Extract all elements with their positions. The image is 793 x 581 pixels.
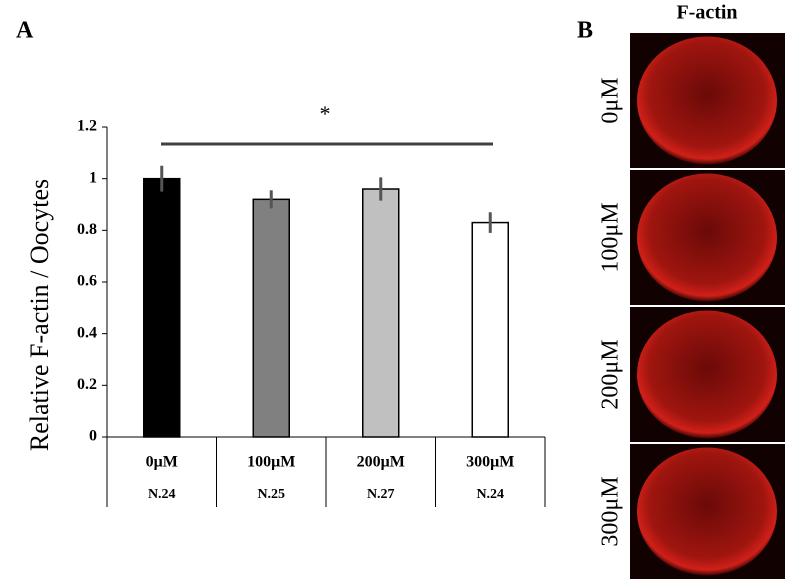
annotation: * [320, 101, 331, 126]
x-tick-label: 100μM [247, 454, 295, 471]
bar [471, 221, 509, 438]
oocyte-image [637, 310, 777, 439]
oocyte-image [637, 447, 777, 576]
y-tick-label: 0.8 [77, 221, 97, 238]
x-tick-label: 300μM [466, 454, 514, 471]
sample-size: N.27 [367, 487, 395, 502]
x-tick-label: 200μM [357, 454, 405, 471]
bar [143, 177, 181, 438]
panel-label: B [577, 18, 593, 44]
oocyte-image [637, 36, 777, 165]
oocyte-image [637, 173, 777, 302]
sample-size: N.24 [148, 487, 176, 502]
panel-label: A [16, 18, 34, 44]
bar [362, 188, 400, 438]
sample-size: N.25 [257, 487, 285, 502]
y-tick-label: 0.6 [77, 273, 97, 290]
y-tick-label: 0 [89, 428, 97, 445]
image-label: 100μM [598, 202, 624, 272]
y-tick-label: 1 [89, 169, 97, 186]
y-tick-label: 0.4 [77, 324, 97, 341]
y-tick-label: 0.2 [77, 376, 97, 393]
image-title: F-actin [676, 2, 737, 24]
image-label: 200μM [598, 339, 624, 409]
y-tick-label: 1.2 [77, 118, 97, 135]
bar [252, 198, 290, 438]
image-label: 300μM [598, 476, 624, 546]
y-axis-label: Relative F-actin / Oocytes [25, 179, 54, 451]
x-tick-label: 0μM [146, 454, 178, 471]
sample-size: N.24 [476, 487, 504, 502]
image-label: 0μM [598, 77, 624, 123]
